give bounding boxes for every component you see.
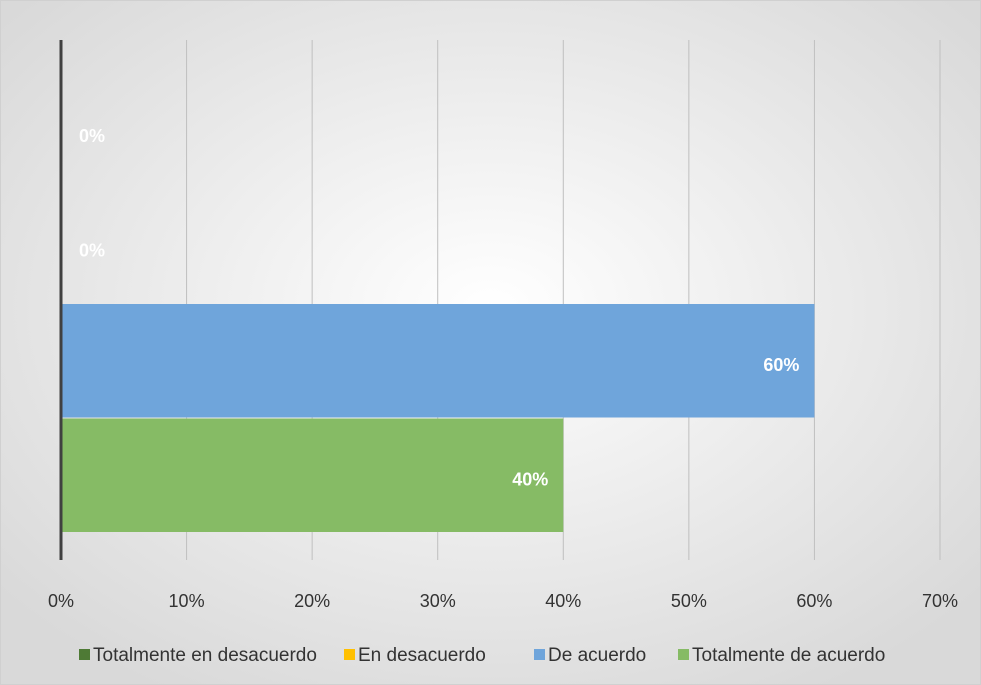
x-tick-label: 20% xyxy=(294,591,330,611)
legend-swatch xyxy=(344,649,355,660)
legend-label: En desacuerdo xyxy=(358,645,486,666)
x-tick-label: 40% xyxy=(545,591,581,611)
legend-label: Totalmente de acuerdo xyxy=(692,645,885,666)
legend-label: Totalmente en desacuerdo xyxy=(93,645,317,666)
legend-swatch xyxy=(678,649,689,660)
x-tick-label: 60% xyxy=(796,591,832,611)
legend-swatch xyxy=(79,649,90,660)
x-tick-label: 70% xyxy=(922,591,958,611)
x-tick-label: 30% xyxy=(420,591,456,611)
legend-swatch xyxy=(534,649,545,660)
bar xyxy=(61,304,815,418)
bar xyxy=(61,418,564,532)
value-label: 60% xyxy=(763,355,799,375)
value-label: 0% xyxy=(79,126,105,146)
value-label: 40% xyxy=(512,470,548,490)
x-tick-label: 50% xyxy=(671,591,707,611)
x-tick-label: 0% xyxy=(48,591,74,611)
x-tick-label: 10% xyxy=(169,591,205,611)
value-label: 0% xyxy=(79,241,105,261)
legend-label: De acuerdo xyxy=(548,645,646,666)
